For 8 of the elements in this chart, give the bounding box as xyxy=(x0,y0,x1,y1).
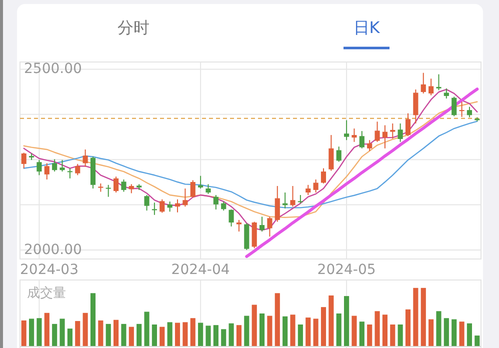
x-tick-label: 2024-04 xyxy=(171,262,230,278)
text: 分时 xyxy=(118,18,150,37)
text: 日K xyxy=(353,18,380,37)
y-tick-label: 2500.00 xyxy=(24,61,82,78)
x-tick-label: 2024-05 xyxy=(317,262,376,278)
chart-title: 成交量 xyxy=(27,285,66,301)
y-tick-label: 2000.00 xyxy=(24,242,82,258)
x-tick-label: 2024-03 xyxy=(20,262,78,278)
